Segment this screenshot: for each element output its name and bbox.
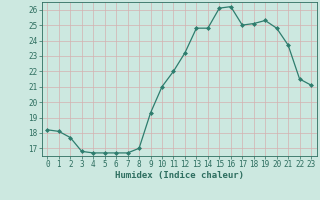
X-axis label: Humidex (Indice chaleur): Humidex (Indice chaleur) bbox=[115, 171, 244, 180]
